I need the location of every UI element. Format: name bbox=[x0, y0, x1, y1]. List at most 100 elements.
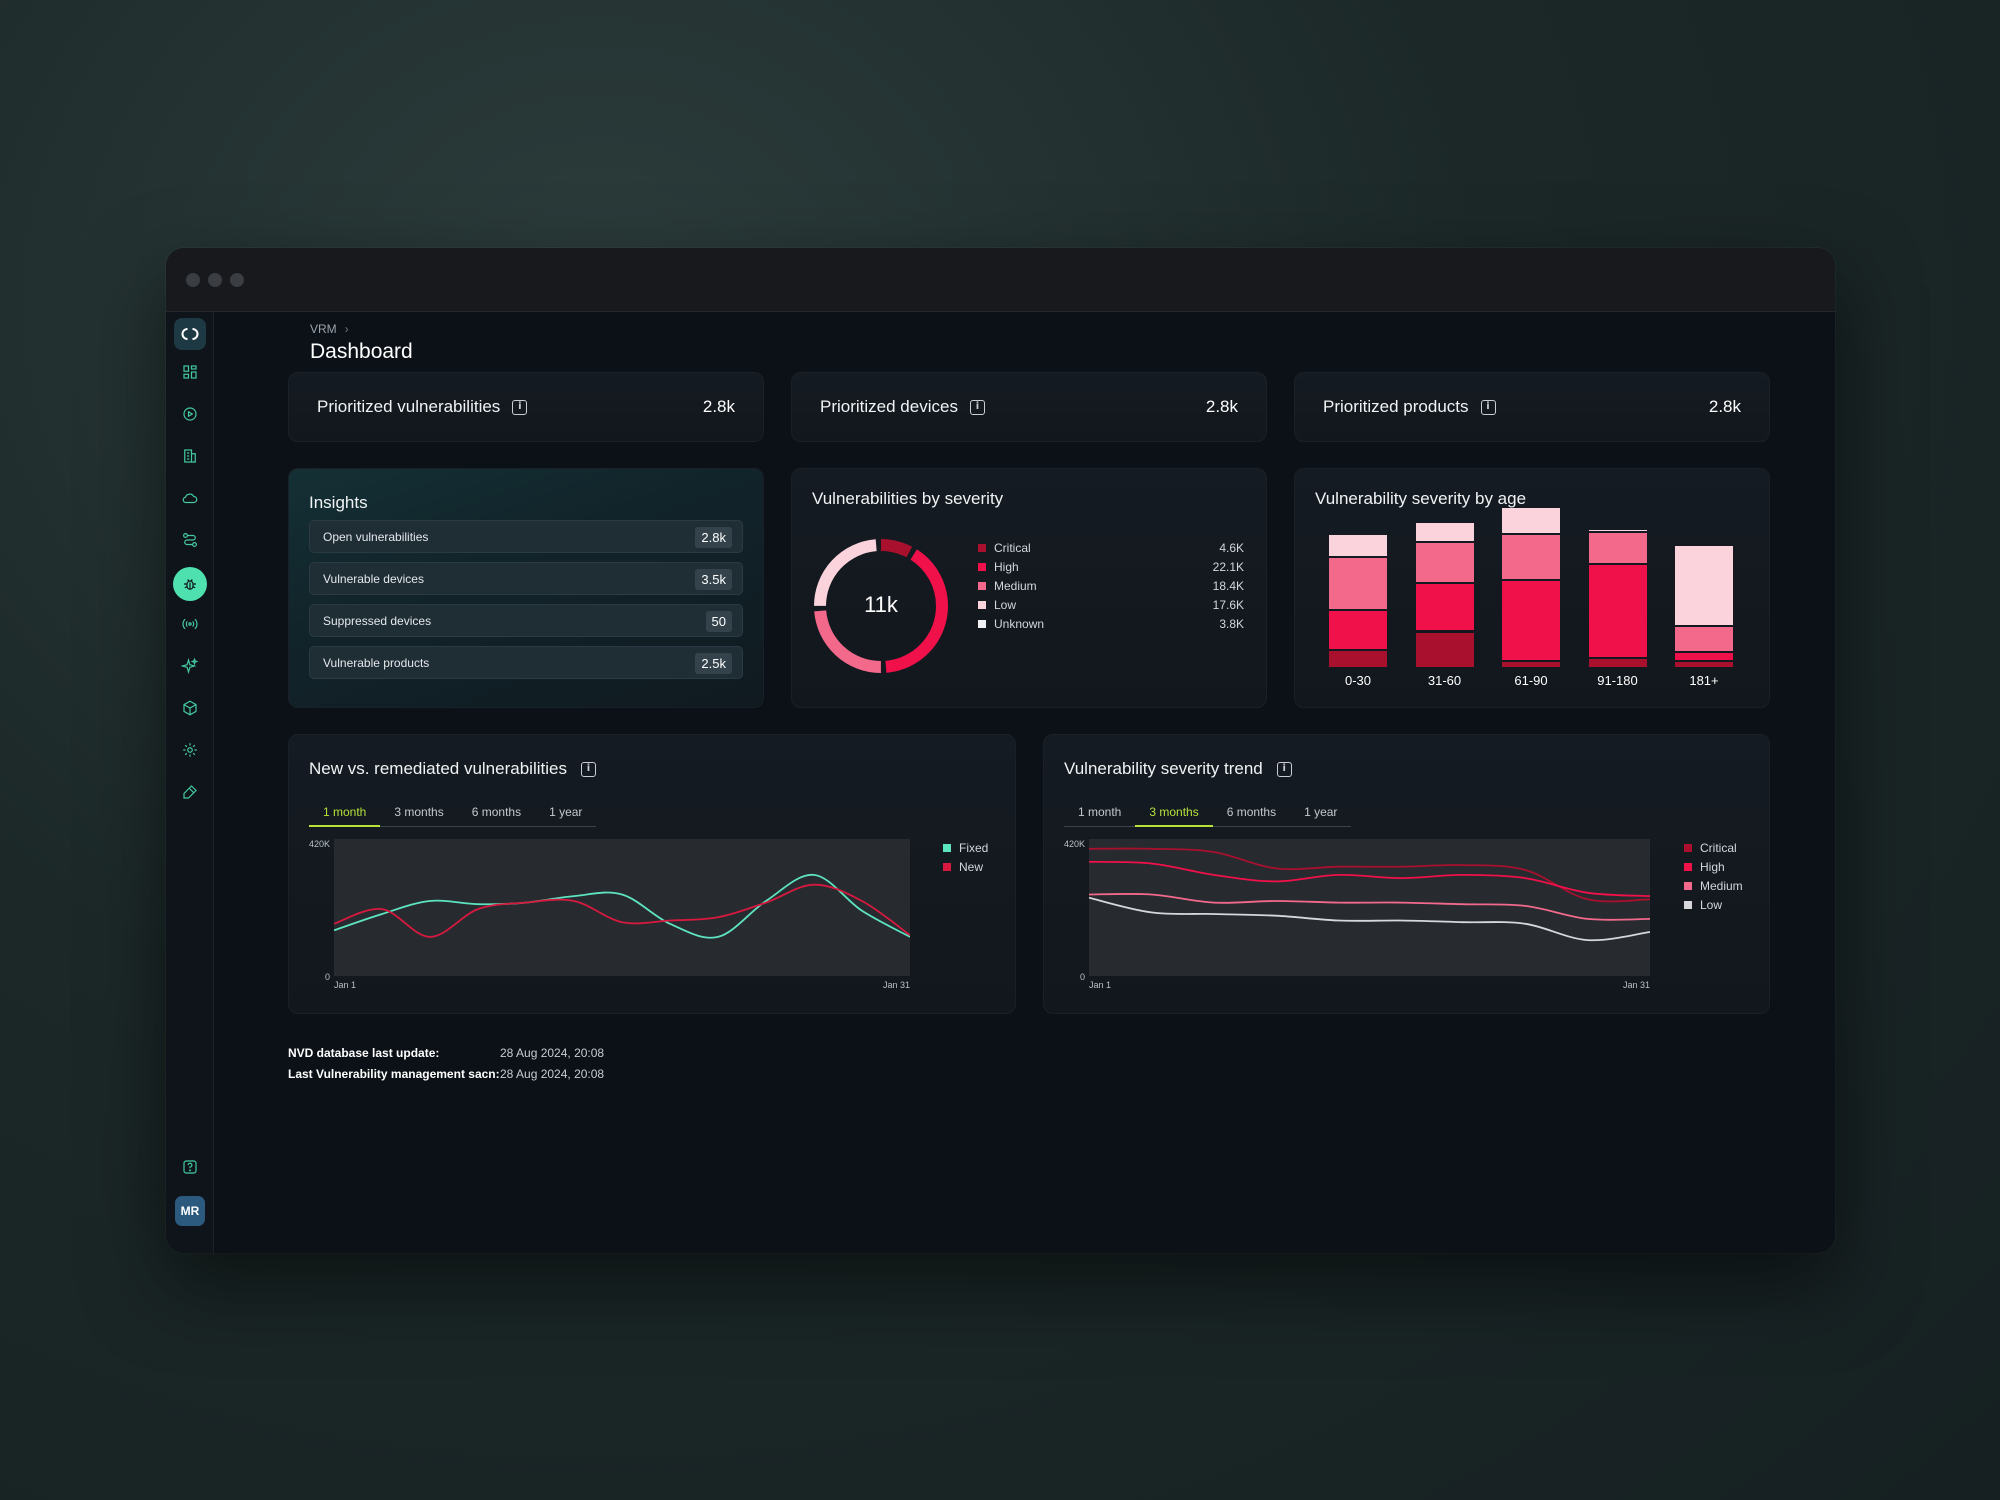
page-title: Dashboard bbox=[310, 340, 413, 363]
series-line-new[interactable] bbox=[334, 883, 910, 938]
age-bar-segment-0-30-high[interactable] bbox=[1329, 610, 1387, 650]
info-icon[interactable]: i bbox=[969, 399, 985, 415]
tab-6-months[interactable]: 6 months bbox=[471, 805, 522, 819]
series-line-low[interactable] bbox=[1089, 896, 1650, 942]
info-icon[interactable]: i bbox=[512, 399, 528, 415]
insight-row-suppressed-devices[interactable]: Suppressed devices 50 bbox=[309, 604, 743, 637]
series-line-high[interactable] bbox=[1089, 860, 1650, 897]
info-icon[interactable]: i bbox=[1276, 761, 1292, 777]
breadcrumb-separator: › bbox=[344, 322, 349, 336]
age-bar-segment-181-medium[interactable] bbox=[1675, 626, 1733, 651]
age-bar-segment-0-30-critical[interactable] bbox=[1329, 651, 1387, 667]
age-bar-segment-181-critical[interactable] bbox=[1675, 661, 1733, 667]
age-bar-segment-61-90-low[interactable] bbox=[1502, 508, 1560, 533]
breadcrumb-root[interactable]: VRM bbox=[310, 322, 337, 336]
building-icon[interactable] bbox=[178, 444, 202, 468]
help-icon[interactable] bbox=[178, 1155, 202, 1179]
legend-label: Critical bbox=[1700, 841, 1737, 855]
severity-card: Vulnerabilities by severity 11k Critical… bbox=[791, 468, 1267, 708]
legend-item-new[interactable]: New bbox=[943, 860, 983, 874]
age-bar-segment-91-180-low[interactable] bbox=[1588, 530, 1647, 532]
x-axis-end-label: Jan 31 bbox=[882, 980, 910, 990]
insights-card: Insights Open vulnerabilities 2.8k Vulne… bbox=[288, 468, 764, 708]
y-axis-min-label: 0 bbox=[325, 972, 331, 982]
age-bar-segment-31-60-medium[interactable] bbox=[1415, 543, 1474, 583]
stat-card-products[interactable]: Prioritized products i 2.8k bbox=[1294, 372, 1770, 442]
chart-title: Vulnerability severity trend bbox=[1064, 759, 1263, 778]
age-bar-segment-181-low[interactable] bbox=[1675, 546, 1733, 625]
play-circle-icon[interactable] bbox=[178, 402, 202, 426]
tab-1-month[interactable]: 1 month bbox=[1078, 805, 1122, 819]
age-bar-segment-0-30-low[interactable] bbox=[1329, 534, 1387, 557]
age-bar-segment-31-60-low[interactable] bbox=[1415, 523, 1474, 542]
series-line-fixed[interactable] bbox=[334, 873, 910, 939]
legend-item-medium[interactable]: Medium bbox=[1684, 879, 1743, 893]
age-bar-segment-181-high[interactable] bbox=[1675, 652, 1733, 660]
age-bar-segment-0-30-medium[interactable] bbox=[1329, 558, 1387, 609]
age-bar-segment-61-90-high[interactable] bbox=[1502, 581, 1560, 660]
legend-item-critical[interactable]: Critical bbox=[978, 541, 1031, 555]
insight-row-vulnerable-devices[interactable]: Vulnerable devices 3.5k bbox=[309, 562, 743, 595]
age-bar-segment-61-90-medium[interactable] bbox=[1502, 534, 1560, 580]
main-content: VRM › Dashboard Prioritized vulnerabiliti… bbox=[214, 312, 1835, 1253]
legend-item-critical[interactable]: Critical bbox=[1684, 841, 1737, 855]
cube-icon[interactable] bbox=[178, 696, 202, 720]
info-icon[interactable]: i bbox=[1480, 399, 1496, 415]
stat-card-devices[interactable]: Prioritized devices i 2.8k bbox=[791, 372, 1267, 442]
logo-icon[interactable] bbox=[174, 318, 206, 350]
insight-label: Vulnerable devices bbox=[323, 572, 424, 586]
info-icon[interactable]: i bbox=[580, 761, 596, 777]
series-line-medium[interactable] bbox=[1089, 892, 1650, 921]
legend-swatch bbox=[1684, 863, 1692, 871]
tab-1-year[interactable]: 1 year bbox=[1304, 805, 1338, 819]
legend-value-critical: 4.6K bbox=[1219, 541, 1244, 555]
legend-label: High bbox=[1700, 860, 1725, 874]
donut-slice-critical[interactable] bbox=[814, 539, 948, 673]
tab-1-month[interactable]: 1 month bbox=[309, 799, 381, 827]
age-bar-segment-31-60-critical[interactable] bbox=[1415, 632, 1474, 667]
stat-value: 2.8k bbox=[1205, 397, 1238, 416]
window-close-dot[interactable] bbox=[186, 273, 200, 287]
legend-item-low[interactable]: Low bbox=[1684, 898, 1722, 912]
tab-6-months[interactable]: 6 months bbox=[1226, 805, 1277, 819]
legend-item-fixed[interactable]: Fixed bbox=[943, 841, 988, 855]
line-chart bbox=[334, 873, 910, 939]
broadcast-icon[interactable] bbox=[178, 612, 202, 636]
cloud-icon[interactable] bbox=[178, 486, 202, 510]
tool-icon[interactable] bbox=[178, 780, 202, 804]
age-bucket-label: 31-60 bbox=[1427, 673, 1462, 688]
legend-item-high[interactable]: High bbox=[978, 560, 1019, 574]
avatar[interactable]: MR bbox=[175, 1196, 205, 1226]
donut-slice-high[interactable] bbox=[814, 539, 948, 673]
stat-label: Prioritized vulnerabilities bbox=[317, 397, 501, 416]
tab-3-months[interactable]: 3 months bbox=[1135, 799, 1214, 827]
age-bucket-label: 91-180 bbox=[1597, 673, 1638, 688]
stat-value: 2.8k bbox=[702, 397, 735, 416]
age-bar-segment-91-180-critical[interactable] bbox=[1588, 658, 1647, 667]
dashboard-grid-icon[interactable] bbox=[178, 360, 202, 384]
age-bar-segment-91-180-medium[interactable] bbox=[1588, 533, 1647, 564]
legend-item-high[interactable]: High bbox=[1684, 860, 1725, 874]
legend-item-unknown[interactable]: Unknown bbox=[978, 617, 1044, 631]
legend-label: Low bbox=[994, 598, 1017, 612]
insight-row-open-vulnerabilities[interactable]: Open vulnerabilities 2.8k bbox=[309, 520, 743, 553]
insight-row-vulnerable-products[interactable]: Vulnerable products 2.5k bbox=[309, 646, 743, 679]
age-bar-segment-31-60-high[interactable] bbox=[1415, 584, 1474, 631]
gear-icon[interactable] bbox=[178, 738, 202, 762]
age-bar-segment-91-180-high[interactable] bbox=[1588, 565, 1647, 657]
bug-icon[interactable] bbox=[173, 567, 207, 601]
route-icon[interactable] bbox=[178, 528, 202, 552]
plot-area bbox=[1089, 839, 1650, 976]
tab-1-year[interactable]: 1 year bbox=[549, 805, 583, 819]
age-title: Vulnerability severity by age bbox=[1315, 489, 1527, 508]
series-line-critical[interactable] bbox=[1089, 847, 1650, 903]
tab-3-months[interactable]: 3 months bbox=[394, 805, 444, 819]
stat-card-vulnerabilities[interactable]: Prioritized vulnerabilities i 2.8k bbox=[288, 372, 764, 442]
legend-item-low[interactable]: Low bbox=[978, 598, 1016, 612]
age-bar-segment-61-90-critical[interactable] bbox=[1502, 661, 1560, 667]
age-bucket-label: 181+ bbox=[1689, 673, 1719, 688]
sparkles-icon[interactable] bbox=[178, 654, 202, 678]
window-maximize-dot[interactable] bbox=[230, 273, 244, 287]
legend-item-medium[interactable]: Medium bbox=[978, 579, 1037, 593]
window-minimize-dot[interactable] bbox=[208, 273, 222, 287]
